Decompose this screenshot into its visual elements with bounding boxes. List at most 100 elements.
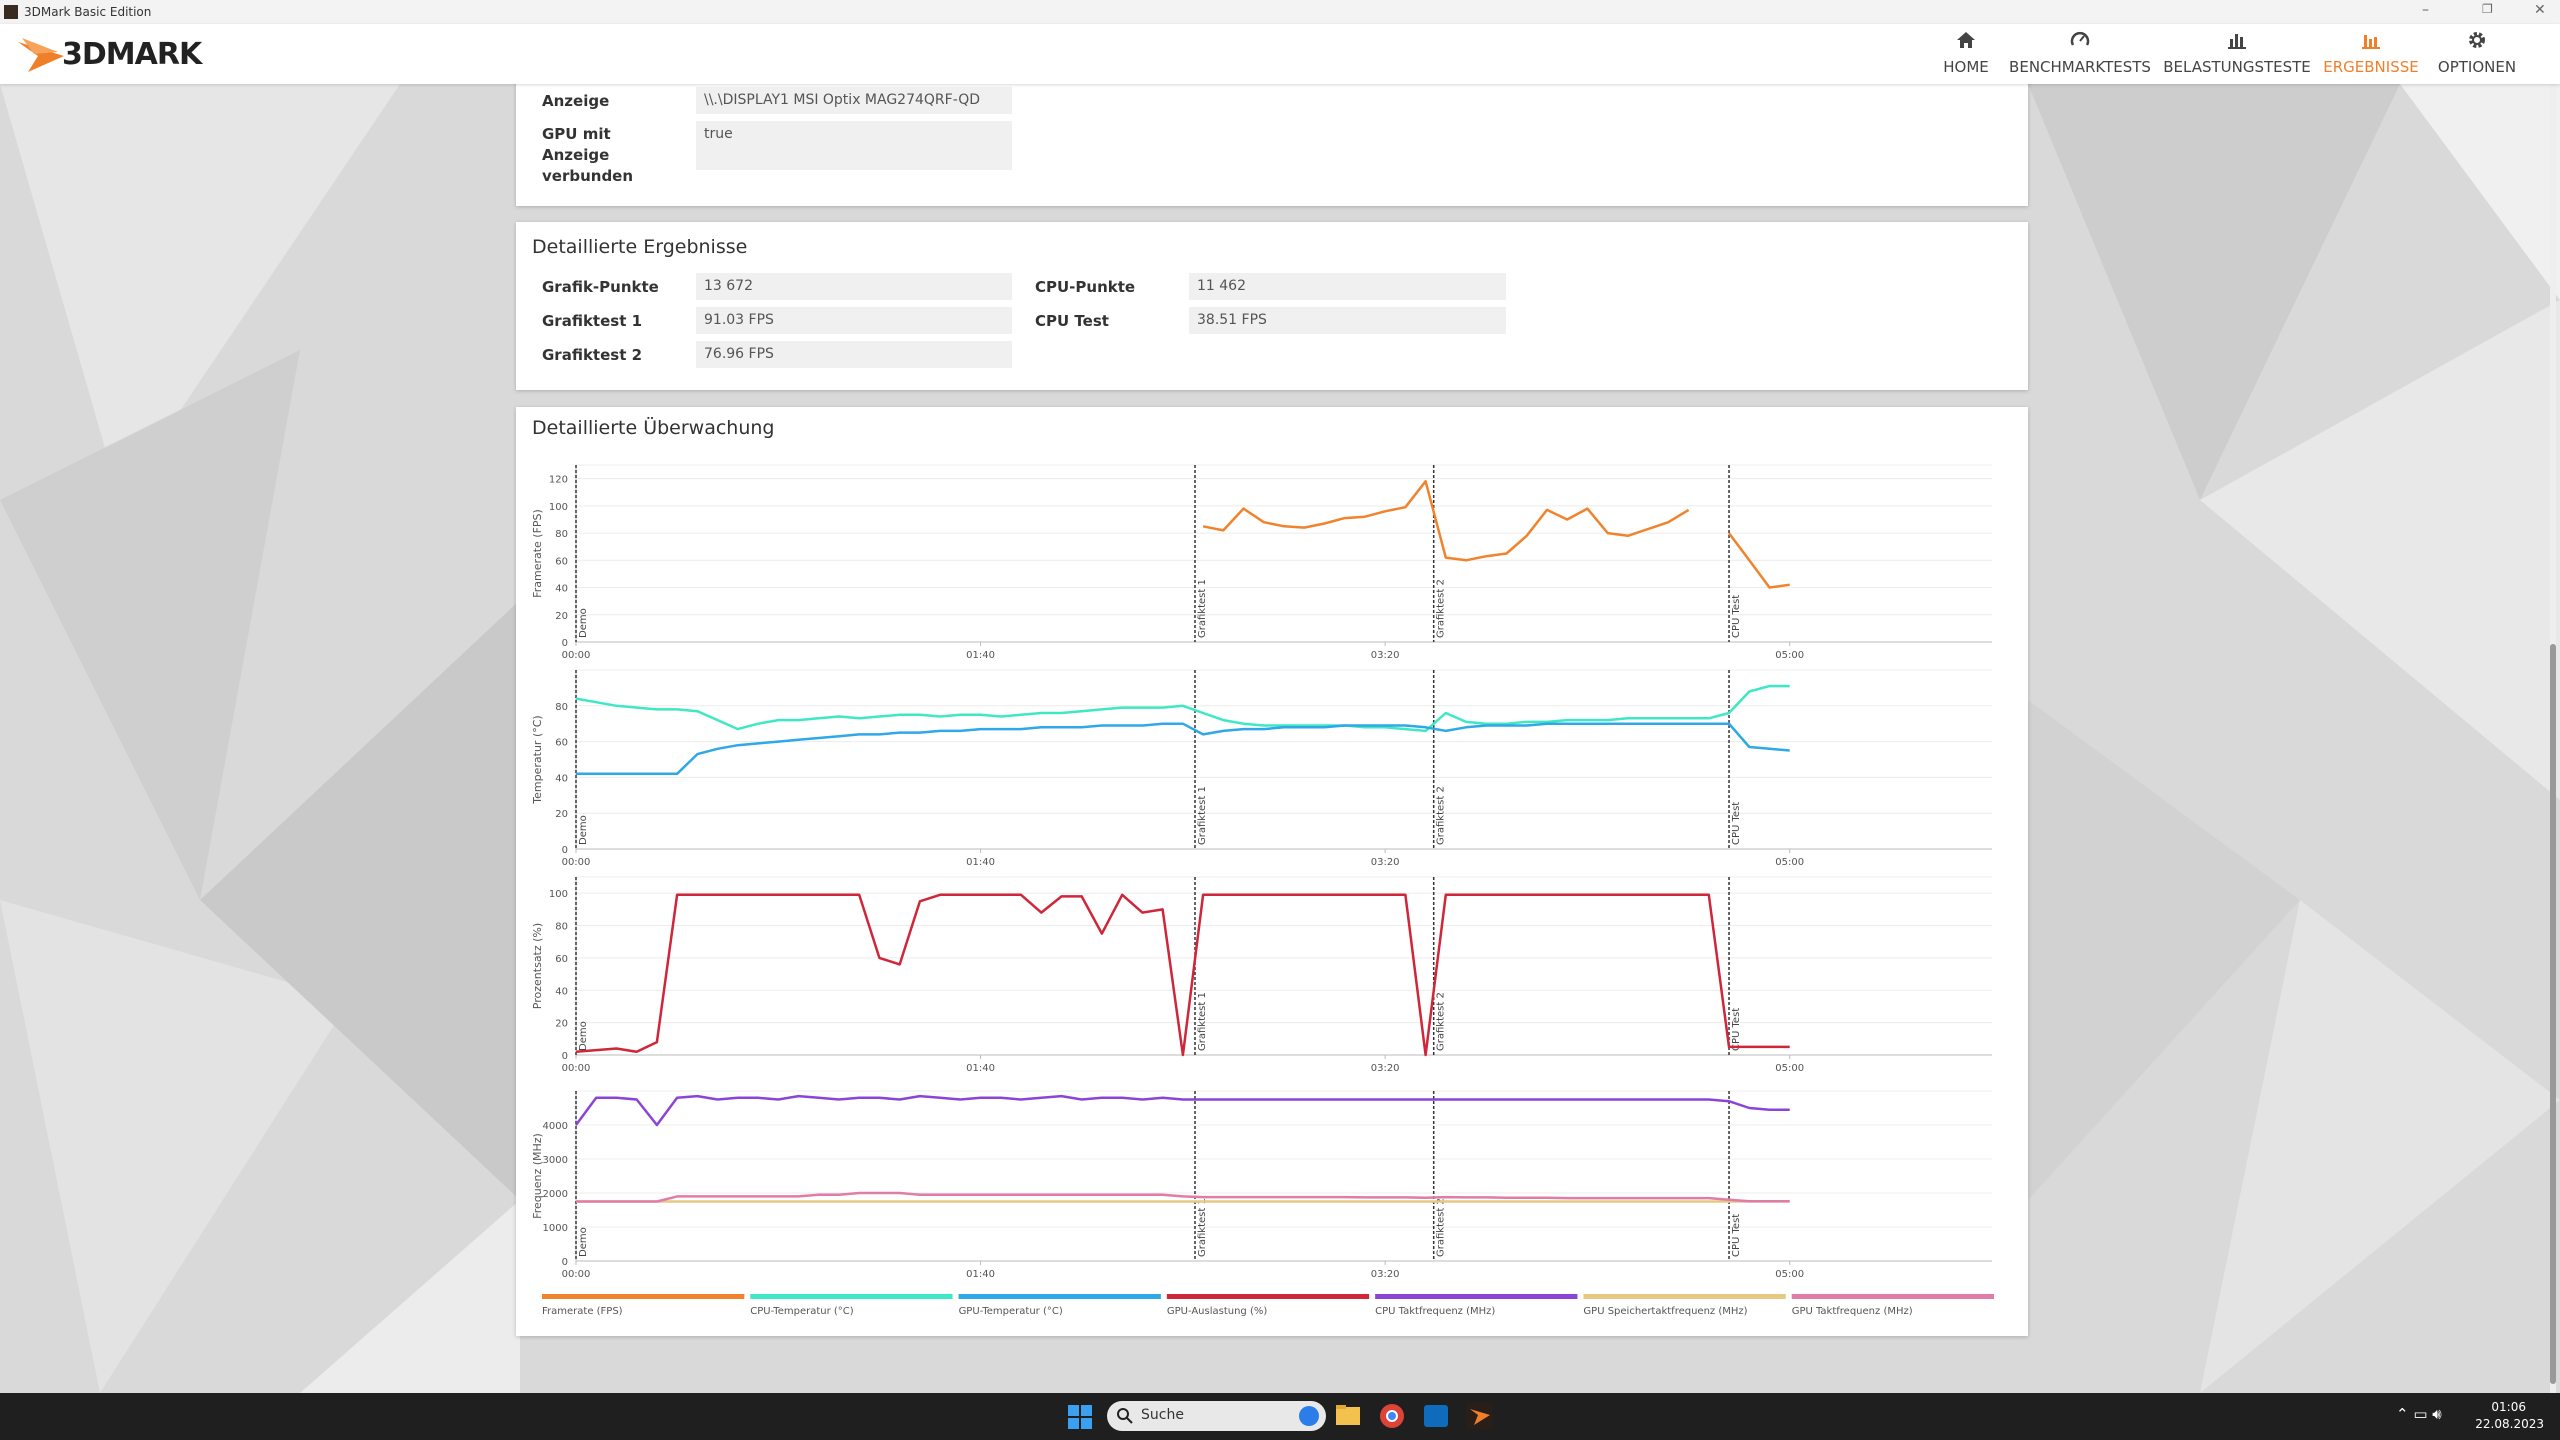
y-tick-label: 0 [562, 845, 568, 856]
results-panel: Detaillierte Ergebnisse Grafik-Punkte 13… [516, 222, 2028, 390]
result-label: CPU-Punkte [1035, 278, 1136, 296]
search-text: Suche [1141, 1407, 1184, 1423]
x-tick-label: 01:40 [966, 650, 995, 661]
x-tick-label: 00:00 [562, 650, 591, 661]
marker-label: Demo [578, 1227, 589, 1257]
y-tick-label: 4000 [543, 1121, 568, 1132]
scrollbar[interactable] [2550, 84, 2556, 1393]
legend-swatch [1583, 1294, 1786, 1299]
info-value: true [696, 121, 1012, 170]
y-tick-label: 3000 [543, 1155, 568, 1166]
legend-label: Framerate (FPS) [542, 1306, 623, 1317]
title-bar: 3DMark Basic Edition – ❐ ✕ [0, 0, 2560, 24]
y-tick-label: 40 [555, 773, 568, 784]
y-axis-label: Frequenz (MHz) [531, 1133, 544, 1219]
y-tick-label: 0 [562, 638, 568, 649]
marker-label: CPU Test [1731, 595, 1742, 638]
clock-time: 01:06 [2491, 1400, 2526, 1414]
panel-title: Detaillierte Ergebnisse [532, 236, 748, 258]
x-tick-label: 05:00 [1775, 650, 1804, 661]
result-label: Grafik-Punkte [542, 278, 659, 296]
marker-label: Grafiktest 1 [1197, 992, 1208, 1051]
start-button[interactable] [1068, 1405, 1092, 1429]
result-value: 11 462 [1189, 273, 1506, 300]
x-tick-label: 01:40 [966, 857, 995, 868]
marker-label: Grafiktest 1 [1197, 1198, 1208, 1257]
marker-label: Grafiktest 2 [1436, 992, 1447, 1051]
x-tick-label: 01:40 [966, 1269, 995, 1280]
x-tick-label: 05:00 [1775, 857, 1804, 868]
marker-label: CPU Test [1731, 1214, 1742, 1257]
logo[interactable]: 3DMARK [62, 37, 202, 72]
series-line [575, 684, 1790, 733]
y-tick-label: 40 [555, 986, 568, 997]
series-line [576, 722, 1790, 776]
clock-date: 22.08.2023 [2475, 1417, 2544, 1431]
legend-swatch [958, 1294, 1161, 1299]
marker-label: Grafiktest 2 [1436, 1198, 1447, 1257]
result-value: 76.96 FPS [696, 341, 1012, 368]
y-tick-label: 40 [555, 584, 568, 595]
marker-label: Demo [578, 815, 589, 845]
close[interactable]: ✕ [2534, 2, 2546, 18]
y-axis-label: Framerate (FPS) [531, 509, 544, 598]
x-tick-label: 00:00 [562, 1063, 591, 1074]
y-tick-label: 60 [555, 556, 568, 567]
y-tick-label: 60 [555, 738, 568, 749]
marker-label: CPU Test [1731, 802, 1742, 845]
x-tick-label: 00:00 [562, 857, 591, 868]
y-tick-label: 20 [555, 1019, 568, 1030]
monitoring-panel: Detaillierte Überwachung [516, 407, 2028, 1336]
y-axis-label: Temperatur (°C) [531, 715, 544, 804]
series-line [576, 1191, 1790, 1203]
y-tick-label: 80 [555, 702, 568, 713]
x-tick-label: 03:20 [1371, 857, 1400, 868]
taskbar: Suche ⌃ ▭ 🔊︎ 01:06 22.08.2023 [0, 1393, 2560, 1440]
x-tick-label: 01:40 [966, 1063, 995, 1074]
y-tick-label: 80 [555, 529, 568, 540]
x-tick-label: 03:20 [1371, 650, 1400, 661]
marker-label: Grafiktest 1 [1197, 786, 1208, 845]
legend-label: GPU Taktfrequenz (MHz) [1792, 1306, 1913, 1317]
x-tick-label: 03:20 [1371, 1269, 1400, 1280]
x-tick-label: 03:20 [1371, 1063, 1400, 1074]
legend-label: CPU Taktfrequenz (MHz) [1375, 1306, 1495, 1317]
result-value: 91.03 FPS [696, 307, 1012, 334]
info-label: Anzeige [542, 92, 610, 110]
search-box[interactable]: Suche [1107, 1401, 1326, 1431]
legend-label: CPU-Temperatur (°C) [750, 1306, 853, 1317]
logo-mark [18, 38, 64, 72]
y-axis-label: Prozentsatz (%) [531, 923, 544, 1009]
x-tick-label: 05:00 [1775, 1269, 1804, 1280]
result-label: Grafiktest 2 [542, 346, 643, 364]
x-tick-label: 05:00 [1775, 1063, 1804, 1074]
window-title: 3DMark Basic Edition [24, 5, 152, 19]
y-tick-label: 2000 [543, 1189, 568, 1200]
minimize[interactable]: – [2422, 2, 2429, 18]
y-tick-label: 0 [562, 1051, 568, 1062]
info-label: GPU mit Anzeige verbunden [542, 125, 634, 185]
legend-label: GPU-Temperatur (°C) [959, 1306, 1063, 1317]
series-line [575, 893, 1790, 1057]
tray-icons[interactable]: ⌃ ▭ 🔊︎ [2396, 1405, 2442, 1423]
legend-label: GPU Speichertaktfrequenz (MHz) [1583, 1306, 1747, 1317]
y-tick-label: 20 [555, 611, 568, 622]
y-tick-label: 1000 [543, 1223, 568, 1234]
marker-label: Grafiktest 2 [1436, 579, 1447, 638]
info-panel: Anzeige \\.\DISPLAY1 MSI Optix MAG274QRF… [516, 70, 2028, 206]
y-tick-label: 0 [562, 1257, 568, 1268]
taskbar-apps[interactable] [1336, 1403, 1536, 1431]
header: 3DMARK HOME BENCHMARKTESTS BELASTUNGSTES… [0, 24, 2560, 84]
legend-swatch [1375, 1294, 1578, 1299]
restore[interactable]: ❐ [2482, 2, 2493, 16]
marker-label: Grafiktest 2 [1436, 786, 1447, 845]
marker-label: Demo [578, 608, 589, 638]
y-tick-label: 60 [555, 954, 568, 965]
marker-label: Grafiktest 1 [1197, 579, 1208, 638]
info-value: \\.\DISPLAY1 MSI Optix MAG274QRF-QD [696, 87, 1012, 114]
series-line [1202, 480, 1790, 589]
marker-label: Demo [578, 1021, 589, 1051]
result-label: CPU Test [1035, 312, 1109, 330]
